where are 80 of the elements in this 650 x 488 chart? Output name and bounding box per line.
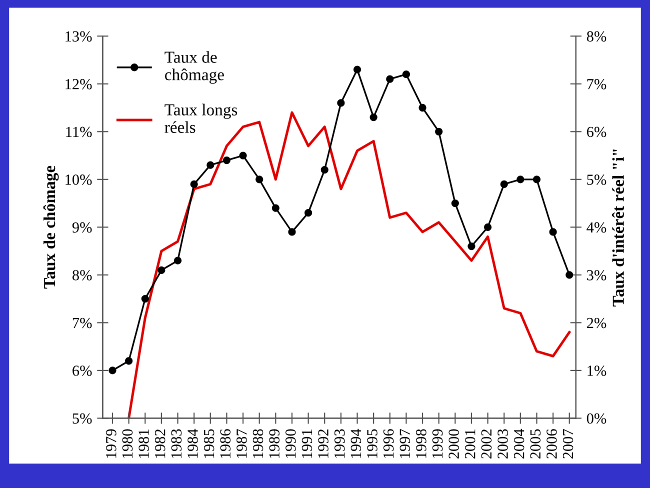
x-tick-label: 1989 [269,429,280,458]
point [288,228,296,236]
y-tick-label: 9% [72,222,92,233]
y2-tick-label: 0% [586,413,606,424]
y-tick-label: 7% [72,318,92,328]
x-tick-label: 1996 [383,429,394,458]
x-tick-label: 1986 [220,429,231,458]
point [516,176,524,184]
point [174,256,182,264]
x-tick-label: 2000 [448,429,459,459]
y-tick-label: 10% [66,174,92,185]
y-tick-label: 12% [66,79,92,90]
x-tick-label: 2002 [481,429,492,459]
point [484,223,492,231]
x-tick-label: 1988 [252,429,264,458]
y-tick-label: 8% [72,270,92,280]
point [222,156,231,164]
y2-tick-label: 1% [588,366,606,376]
y2-tick-label: 4% [586,222,606,233]
point [532,176,541,184]
point [500,180,508,188]
point [566,271,574,279]
legend-label: Taux de chômage [164,51,224,84]
point [402,70,410,78]
x-tick-label: 1995 [367,429,378,458]
x-tick-label: 1999 [432,429,443,458]
y2-tick-label: 3% [587,270,606,280]
point [418,104,426,112]
point [256,176,264,184]
point [206,161,214,169]
x-tick-label: 1979 [106,429,116,458]
x-tick-label: 2006 [546,429,557,459]
point [239,152,247,160]
y2-tick-label: 2% [586,318,606,328]
y-tick-label: 11% [66,126,92,138]
point [353,66,362,74]
point [304,209,312,217]
y-tick-label: 13% [66,31,92,42]
x-tick-label: 1994 [350,428,362,458]
x-tick-label: 1992 [318,429,328,458]
x-tick-label: 1987 [236,429,247,458]
x-tick-label: 1981 [138,430,149,458]
point [190,180,198,188]
point [468,242,476,250]
x-tick-label: 1993 [334,429,345,458]
point [141,294,149,303]
y2-tick-label: 6% [586,126,606,138]
x-tick-label: 1990 [285,429,296,458]
x-tick-label: 1997 [400,429,410,458]
point [337,99,345,107]
y-tick-label: 6% [72,366,92,376]
x-tick-label: 2005 [530,429,541,459]
point [435,128,443,136]
point [124,357,133,365]
point [549,228,557,236]
y2-tick-label: 5% [587,174,606,185]
x-tick-label: 1980 [122,429,133,458]
y2-tick-label: 8% [586,31,606,42]
x-tick-label: 2004 [514,428,524,459]
x-tick-label: 2007 [562,429,574,459]
y2-axis-title: Taux d'intérêt réel "i" [612,149,624,306]
point [272,204,280,212]
y2-tick-label: 7% [587,79,606,90]
point [386,75,394,83]
x-tick-label: 1998 [416,429,426,458]
x-tick-label: 2001 [464,430,476,459]
x-tick-label: 1983 [171,429,182,458]
point [370,113,378,122]
point [320,166,328,174]
point [158,266,166,274]
x-tick-label: 1991 [302,430,312,458]
x-tick-label: 2003 [498,429,508,459]
point [108,366,116,374]
x-tick-label: 1982 [154,429,166,458]
y-axis-title: Taux de chômage [43,166,59,289]
y-tick-label: 5% [72,413,92,424]
x-tick-label: 1984 [188,428,198,458]
x-tick-label: 1985 [204,429,214,458]
legend-label: Taux longs réels [164,104,238,133]
point [451,199,459,208]
